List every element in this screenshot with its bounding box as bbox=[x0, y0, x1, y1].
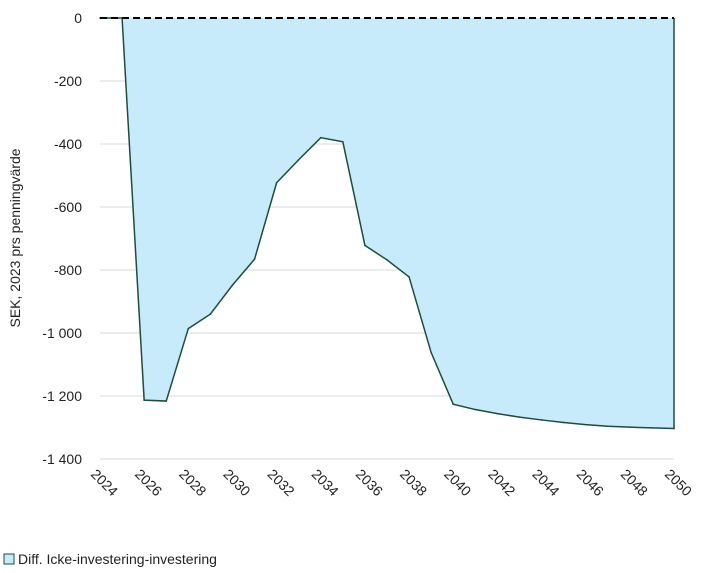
x-tick-label: 2036 bbox=[353, 466, 386, 499]
data-point bbox=[452, 403, 455, 405]
legend-swatch bbox=[3, 553, 15, 565]
x-tick-label: 2024 bbox=[88, 466, 121, 499]
y-tick-label: -800 bbox=[54, 262, 82, 278]
area-outline bbox=[100, 17, 675, 430]
legend[interactable]: Diff. Icke-investering-investering bbox=[3, 551, 217, 567]
data-point bbox=[584, 423, 587, 426]
x-tick-label: 2046 bbox=[574, 466, 607, 499]
data-point bbox=[673, 427, 675, 430]
x-tick-label: 2028 bbox=[176, 466, 209, 499]
data-point bbox=[651, 427, 653, 429]
data-point bbox=[231, 284, 234, 286]
data-point bbox=[629, 426, 631, 428]
x-tick-label: 2048 bbox=[618, 466, 651, 499]
y-tick-label: 0 bbox=[74, 10, 82, 26]
x-axis-ticks: 2024 2026 2028 2030 2032 2034 2036 2038 2040 2042… bbox=[88, 466, 695, 499]
data-point bbox=[430, 351, 432, 354]
data-point bbox=[474, 408, 477, 411]
data-point bbox=[342, 140, 344, 143]
y-tick-label: -600 bbox=[54, 199, 82, 215]
legend-label: Diff. Icke-investering-investering bbox=[18, 551, 217, 567]
data-point bbox=[319, 136, 322, 139]
data-point bbox=[165, 400, 168, 402]
data-point bbox=[606, 425, 609, 428]
x-tick-label: 2026 bbox=[132, 466, 165, 499]
y-tick-label: -200 bbox=[54, 73, 82, 89]
x-tick-label: 2030 bbox=[220, 466, 253, 499]
x-tick-label: 2040 bbox=[441, 466, 474, 499]
data-point bbox=[253, 258, 256, 261]
y-tick-label: -1 000 bbox=[42, 325, 82, 341]
x-tick-label: 2032 bbox=[264, 466, 297, 499]
data-point bbox=[187, 327, 190, 330]
x-tick-label: 2050 bbox=[662, 466, 695, 499]
area-fill bbox=[100, 18, 674, 429]
x-tick-label: 2042 bbox=[485, 466, 518, 499]
data-point bbox=[297, 158, 300, 161]
data-point bbox=[540, 419, 543, 421]
x-tick-label: 2038 bbox=[397, 466, 430, 499]
data-point bbox=[562, 421, 565, 424]
data-point bbox=[275, 181, 278, 184]
data-point bbox=[364, 244, 366, 247]
y-axis-label: SEK, 2023 prs penningvärde bbox=[7, 148, 23, 327]
data-point bbox=[143, 399, 145, 401]
y-tick-label: -400 bbox=[54, 136, 82, 152]
area-series bbox=[99, 17, 675, 430]
y-axis-ticks: 0 -200 -400 -600 -800 -1 000 -1 200 -1 400 bbox=[42, 10, 82, 467]
data-point bbox=[408, 276, 410, 278]
data-point bbox=[209, 313, 212, 315]
x-tick-label: 2034 bbox=[309, 466, 342, 499]
data-point bbox=[386, 259, 388, 261]
data-point bbox=[496, 412, 499, 415]
data-point bbox=[518, 416, 521, 418]
x-tick-label: 2044 bbox=[529, 466, 562, 499]
y-tick-label: -1 200 bbox=[42, 388, 82, 404]
y-tick-label: -1 400 bbox=[42, 451, 82, 467]
